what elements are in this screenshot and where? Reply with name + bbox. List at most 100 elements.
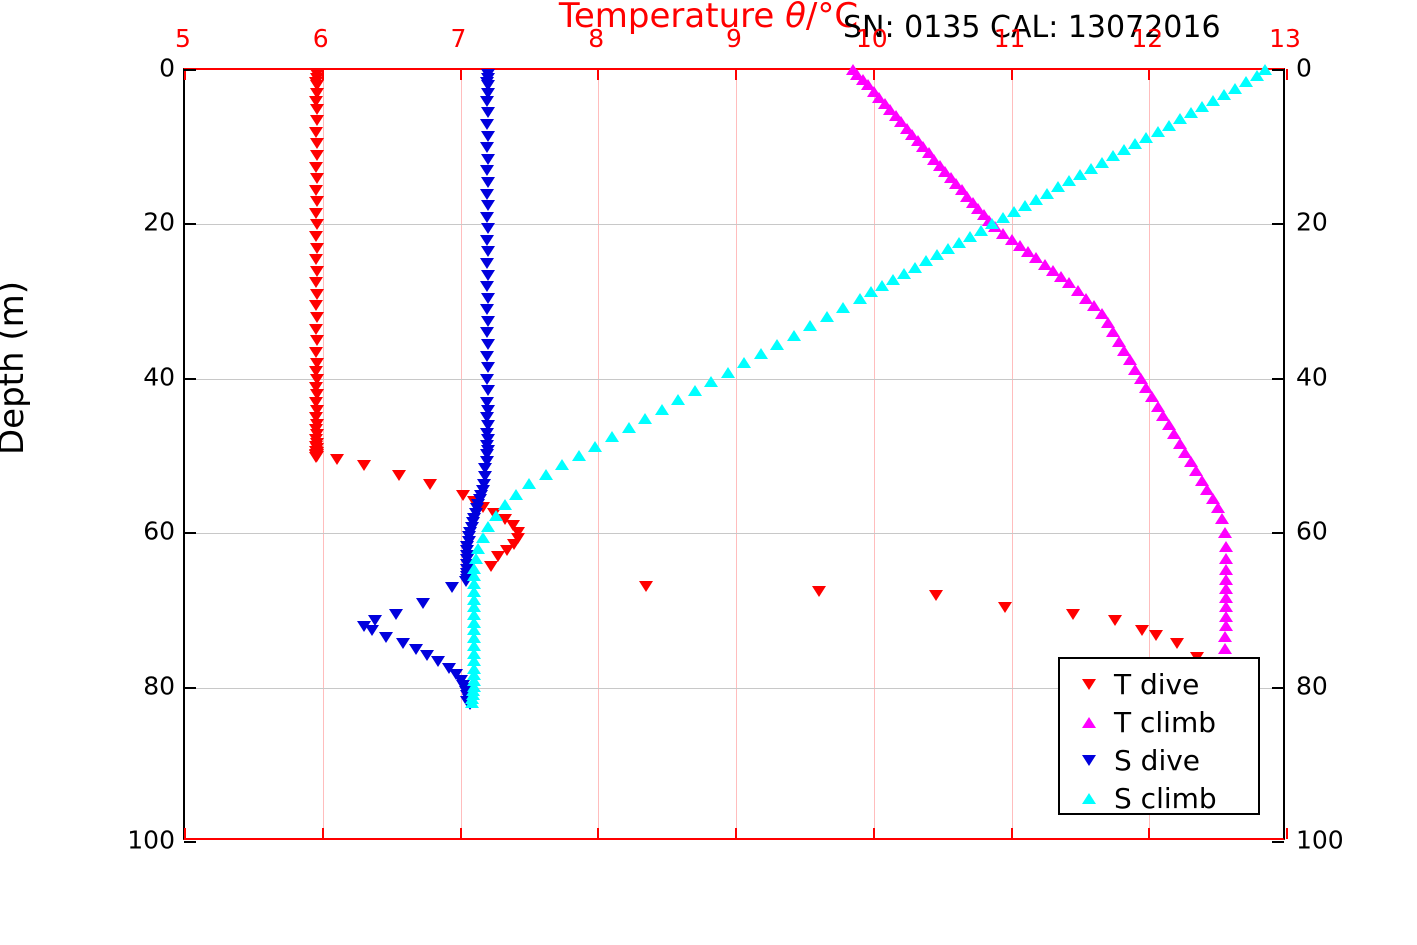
data-point-marker bbox=[836, 301, 851, 313]
data-point-marker bbox=[1194, 474, 1209, 486]
y-tick-label-left: 100 bbox=[127, 825, 175, 855]
data-point-marker bbox=[508, 488, 523, 500]
data-point-marker bbox=[481, 246, 496, 258]
data-point-marker bbox=[479, 427, 494, 439]
data-point-marker bbox=[971, 202, 986, 214]
data-point-marker bbox=[308, 412, 323, 424]
data-point-marker bbox=[479, 327, 494, 339]
x-tick-bottom bbox=[184, 828, 186, 839]
data-point-marker bbox=[467, 562, 482, 574]
data-point-marker bbox=[368, 614, 383, 626]
data-point-marker bbox=[1218, 630, 1232, 642]
legend-item-label: T climb bbox=[1114, 705, 1217, 739]
data-point-marker bbox=[1029, 193, 1044, 205]
data-point-marker bbox=[467, 593, 482, 605]
data-point-marker bbox=[467, 585, 482, 597]
data-point-marker bbox=[941, 243, 956, 255]
data-point-marker bbox=[310, 358, 325, 370]
x-tick-top bbox=[597, 69, 600, 80]
y-axis-title: Depth (m) bbox=[0, 280, 32, 455]
data-point-marker bbox=[908, 261, 923, 273]
data-point-marker bbox=[308, 207, 323, 219]
y-tick-left bbox=[184, 532, 196, 535]
legend-item-s-climb[interactable]: S climb bbox=[1060, 779, 1258, 817]
y-tick-right bbox=[1272, 69, 1284, 71]
data-point-marker bbox=[1216, 88, 1231, 100]
data-point-marker bbox=[308, 300, 323, 312]
data-point-marker bbox=[483, 560, 498, 572]
data-point-marker bbox=[1194, 101, 1209, 113]
data-point-marker bbox=[1106, 150, 1121, 162]
data-point-marker bbox=[927, 153, 942, 165]
data-point-marker bbox=[1219, 553, 1234, 565]
data-point-marker bbox=[1122, 354, 1137, 366]
data-point-marker bbox=[329, 454, 344, 466]
y-tick-right bbox=[1272, 377, 1284, 380]
y-tick-label-left: 0 bbox=[159, 53, 175, 83]
y-gridline bbox=[185, 687, 1283, 689]
data-point-marker bbox=[1018, 199, 1033, 211]
legend-item-s-dive[interactable]: S dive bbox=[1060, 741, 1258, 779]
data-point-marker bbox=[883, 104, 898, 116]
data-point-marker bbox=[481, 362, 496, 374]
data-point-marker bbox=[481, 107, 496, 119]
x-tick-top bbox=[184, 69, 186, 80]
data-point-marker bbox=[409, 644, 424, 655]
data-point-marker bbox=[479, 304, 494, 316]
data-point-marker bbox=[1117, 345, 1132, 356]
legend-marker-icon bbox=[1074, 754, 1104, 766]
data-point-marker bbox=[468, 553, 483, 565]
data-point-marker bbox=[481, 176, 496, 188]
data-point-marker bbox=[1178, 446, 1193, 458]
data-point-marker bbox=[388, 609, 403, 621]
data-point-marker bbox=[803, 320, 818, 332]
legend-marker-icon bbox=[1074, 678, 1104, 690]
data-point-marker bbox=[310, 389, 325, 401]
data-point-marker bbox=[811, 586, 826, 598]
data-point-marker bbox=[308, 396, 323, 408]
data-point-marker bbox=[467, 616, 482, 628]
x-tick-top bbox=[1148, 69, 1151, 80]
data-point-marker bbox=[1219, 601, 1234, 613]
data-point-marker bbox=[1189, 465, 1204, 477]
data-point-marker bbox=[1004, 233, 1019, 245]
data-point-marker bbox=[479, 119, 494, 131]
data-point-marker bbox=[916, 141, 931, 153]
data-point-marker bbox=[479, 258, 494, 269]
data-point-marker bbox=[1128, 138, 1143, 150]
data-point-marker bbox=[481, 434, 496, 446]
data-point-marker bbox=[481, 339, 496, 351]
data-point-marker bbox=[1218, 527, 1232, 539]
data-point-marker bbox=[467, 624, 482, 636]
data-point-marker bbox=[985, 218, 1000, 230]
data-point-marker bbox=[654, 403, 669, 415]
x-gridline bbox=[598, 70, 600, 838]
data-point-marker bbox=[910, 135, 925, 147]
data-point-marker bbox=[464, 697, 479, 709]
data-point-marker bbox=[479, 142, 494, 154]
legend-item-label: S climb bbox=[1114, 781, 1217, 815]
data-point-marker bbox=[1062, 175, 1077, 187]
data-point-marker bbox=[308, 323, 323, 335]
data-point-marker bbox=[310, 288, 325, 300]
legend-item-label: T dive bbox=[1114, 667, 1200, 701]
data-point-marker bbox=[1215, 513, 1230, 525]
legend-item-t-dive[interactable]: T dive bbox=[1060, 665, 1258, 703]
data-point-marker bbox=[1107, 615, 1122, 627]
y-tick-label-left: 80 bbox=[143, 671, 175, 701]
data-point-marker bbox=[938, 165, 953, 177]
x-tick-top bbox=[872, 69, 875, 80]
data-point-marker bbox=[467, 570, 482, 582]
data-point-marker bbox=[866, 85, 881, 97]
legend-item-t-climb[interactable]: T climb bbox=[1060, 703, 1258, 741]
data-point-marker bbox=[949, 178, 964, 190]
data-point-marker bbox=[1139, 382, 1154, 394]
data-point-marker bbox=[930, 249, 945, 261]
y-tick-right bbox=[1272, 686, 1284, 689]
data-point-marker bbox=[479, 373, 494, 385]
data-point-marker bbox=[943, 172, 958, 184]
data-point-marker bbox=[1219, 619, 1234, 631]
data-point-marker bbox=[310, 88, 325, 100]
data-point-marker bbox=[308, 346, 323, 358]
data-point-marker bbox=[638, 412, 653, 424]
